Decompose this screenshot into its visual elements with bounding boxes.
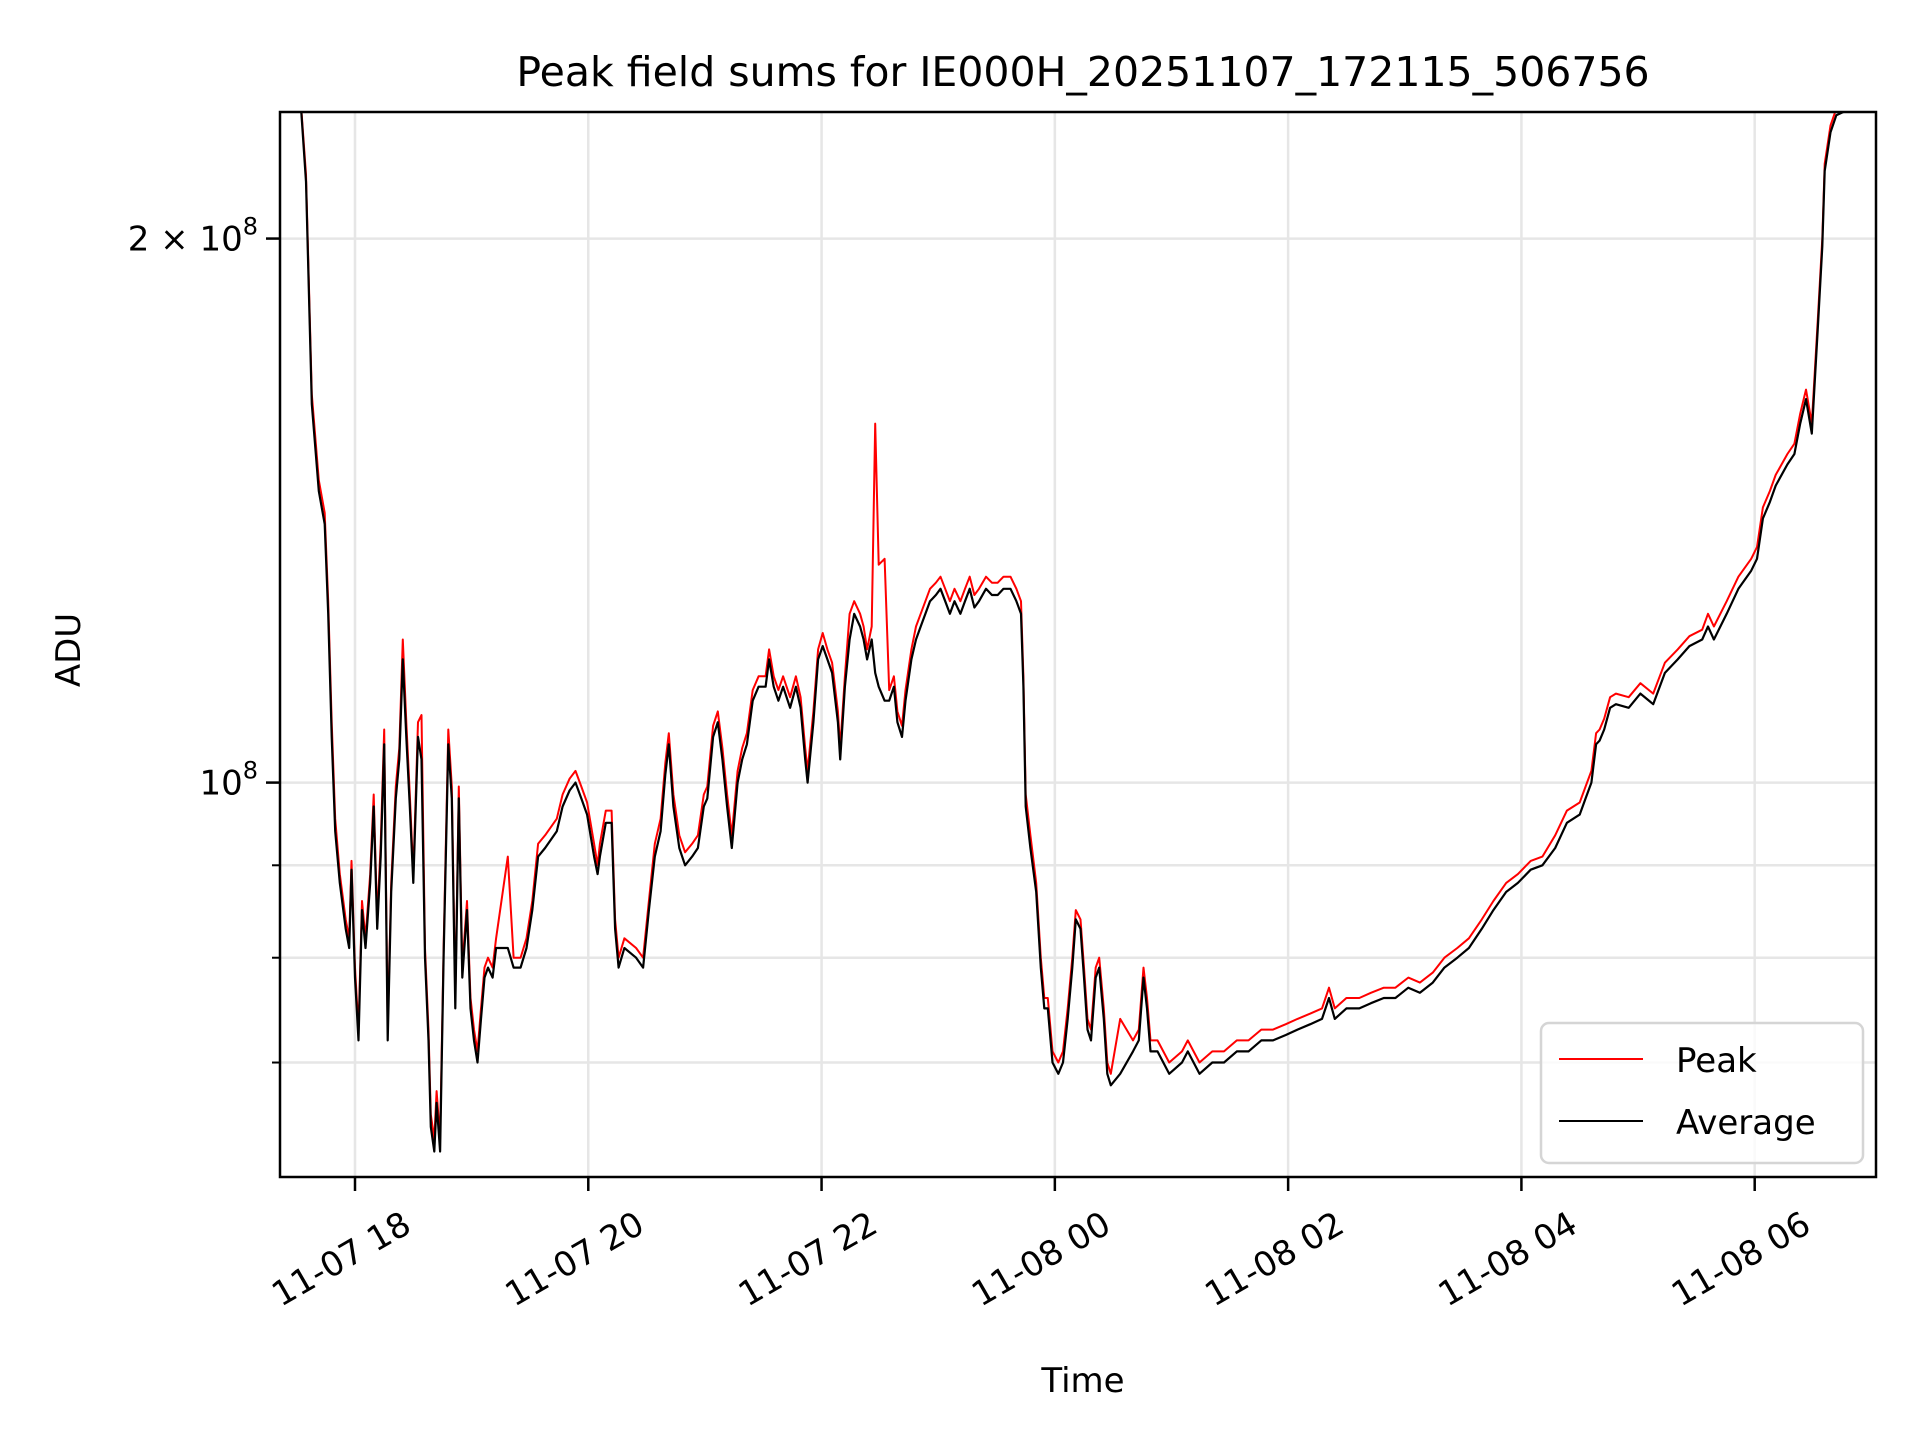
chart-title: Peak field sums for IE000H_20251107_1721… <box>516 48 1649 96</box>
plot-frame <box>278 110 1878 1179</box>
legend: Peak Average <box>1539 1021 1865 1165</box>
y-axis-label: ADU <box>49 613 89 687</box>
y-tick-label: 108 <box>199 757 258 804</box>
y-axis: 2 × 108 108 <box>128 213 280 1064</box>
x-axis-label: Time <box>1040 1361 1124 1401</box>
legend-label-peak: Peak <box>1676 1041 1757 1081</box>
legend-label-average: Average <box>1676 1103 1816 1143</box>
y-tick-label: 2 × 108 <box>128 213 258 260</box>
series-line-peak <box>300 112 1837 1140</box>
series-group <box>300 112 1845 1153</box>
grid <box>280 112 1876 1177</box>
series-line-average <box>300 112 1845 1153</box>
